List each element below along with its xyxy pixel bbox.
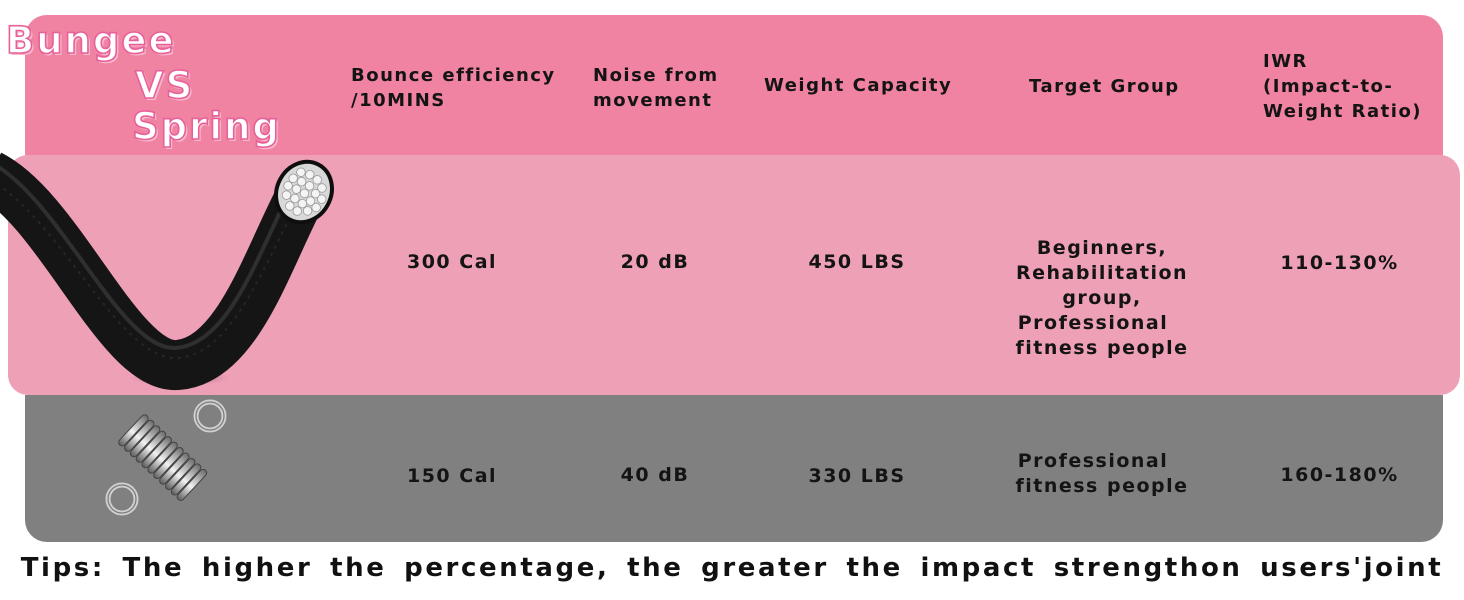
spring-bounce-cell: 150 Cal	[406, 465, 498, 487]
bungee-bounce-cell: 300 Cal	[406, 251, 498, 273]
title-spring: Spring	[131, 105, 281, 148]
spring-target-cell: Professional fitness people	[1015, 450, 1189, 497]
tips-text: Tips: The higher the percentage, the gre…	[20, 553, 1444, 583]
bungee-cord-image	[0, 152, 334, 390]
bungee-noise-cell: 20 dB	[620, 251, 690, 273]
spring-iwr-cell: 160-180%	[1280, 464, 1399, 486]
bungee-weight-cell: 450 LBS	[808, 251, 906, 273]
header-iwr: IWR (Impact-to- Weight Ratio)	[1263, 51, 1423, 122]
title-vs: VS	[134, 64, 195, 107]
bungee-target-cell: Beginners, Rehabilitation group, Profess…	[1015, 237, 1189, 359]
spring-weight-cell: 330 LBS	[808, 465, 906, 487]
bungee-iwr-cell: 110-130%	[1280, 252, 1399, 274]
header-target: Target Group	[1029, 76, 1180, 97]
spring-noise-cell: 40 dB	[620, 464, 690, 486]
header-noise: Noise from movement	[593, 65, 719, 111]
title-bungee: Bungee	[5, 19, 176, 62]
header-weight: Weight Capacity	[764, 75, 953, 96]
header-bounce: Bounce efficiency /10MINS	[351, 65, 556, 111]
spring-row-panel	[25, 395, 1443, 542]
spring-image	[105, 399, 227, 516]
header-panel	[25, 15, 1443, 175]
